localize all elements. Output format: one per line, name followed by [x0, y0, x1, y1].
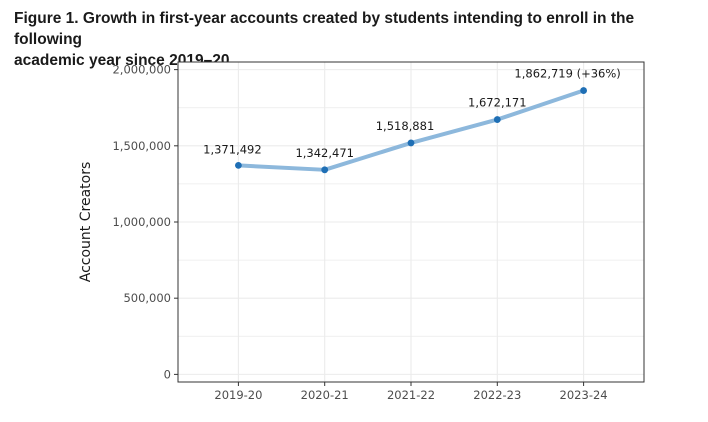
- y-tick-label: 500,000: [123, 291, 171, 305]
- data-label: 1,518,881: [376, 119, 435, 133]
- data-label: 1,672,171: [468, 96, 527, 110]
- x-tick-label: 2023-24: [560, 388, 608, 402]
- x-tick-label: 2020-21: [301, 388, 349, 402]
- y-tick-label: 0: [164, 367, 171, 381]
- data-point: [580, 87, 587, 94]
- y-tick-label: 2,000,000: [112, 63, 171, 77]
- data-labels-layer: 1,371,492 1,342,471 1,518,881 1,672,171 1,86…: [203, 67, 621, 160]
- x-tick-label: 2022-23: [473, 388, 521, 402]
- data-point: [235, 161, 242, 169]
- y-tick-label: 1,500,000: [112, 139, 171, 153]
- series-layer: [235, 87, 587, 174]
- x-tick-label: 2019-20: [214, 388, 262, 402]
- y-axis-label: Account Creators: [78, 162, 94, 283]
- data-point: [321, 166, 329, 174]
- data-label: 1,342,471: [295, 146, 354, 160]
- y-tick-label: 1,000,000: [112, 215, 171, 229]
- grid-lines: [178, 62, 644, 382]
- figure-title-line-1: Figure 1. Growth in first-year accounts …: [14, 10, 635, 48]
- data-point: [407, 139, 415, 147]
- data-label: 1,862,719 (+36%): [514, 67, 620, 81]
- axes: 0 500,000 1,000,000 1,500,000 2,000,000 2019-…: [112, 63, 607, 402]
- data-point: [493, 116, 501, 123]
- data-label: 1,371,492: [203, 142, 262, 156]
- figure-title: Figure 1. Growth in first-year accounts …: [14, 8, 694, 71]
- x-tick-label: 2021-22: [387, 388, 435, 402]
- figure-title-line-2: academic year since 2019–20: [14, 52, 230, 69]
